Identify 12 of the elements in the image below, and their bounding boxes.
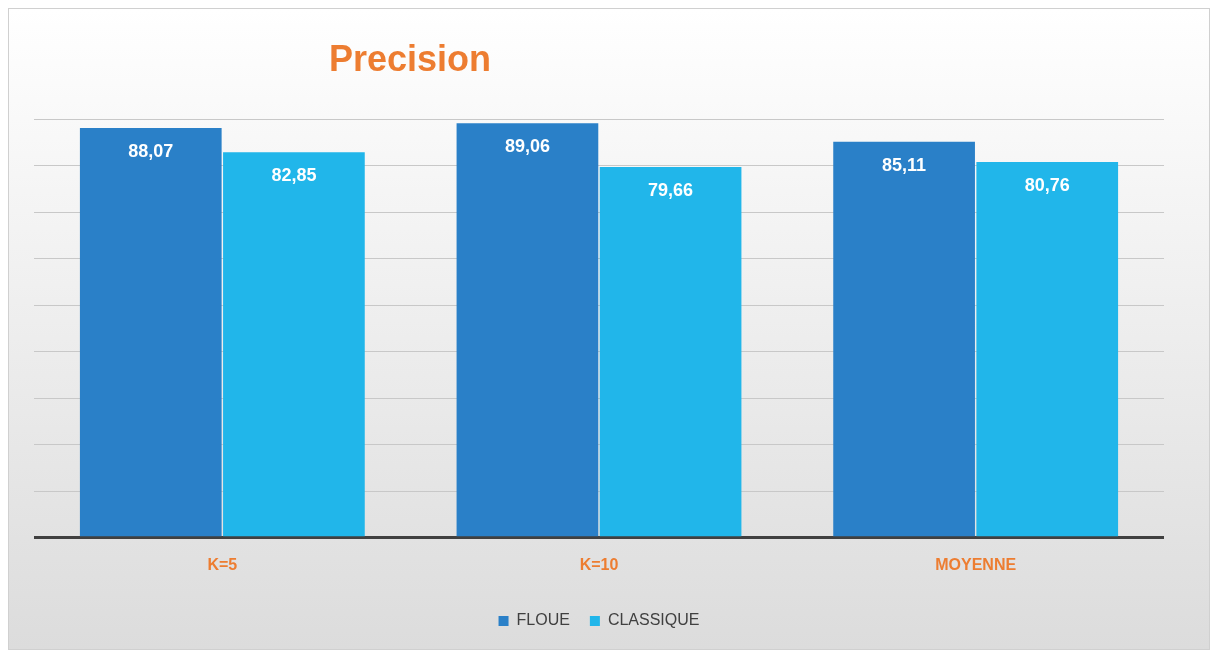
- data-label: 85,11: [882, 154, 927, 175]
- x-tick-label: K=5: [207, 555, 238, 573]
- legend-label: FLOUE: [516, 611, 570, 629]
- x-tick-label: K=10: [579, 555, 619, 573]
- legend-label: CLASSIQUE: [607, 611, 700, 629]
- data-label: 88,07: [128, 140, 174, 161]
- x-tick-label: MOYENNE: [935, 555, 1017, 573]
- chart-title: Precision: [329, 38, 492, 80]
- data-label: 80,76: [1024, 174, 1070, 195]
- data-label: 89,06: [504, 136, 550, 157]
- data-label: 82,85: [271, 165, 317, 186]
- data-label: 79,66: [648, 180, 694, 201]
